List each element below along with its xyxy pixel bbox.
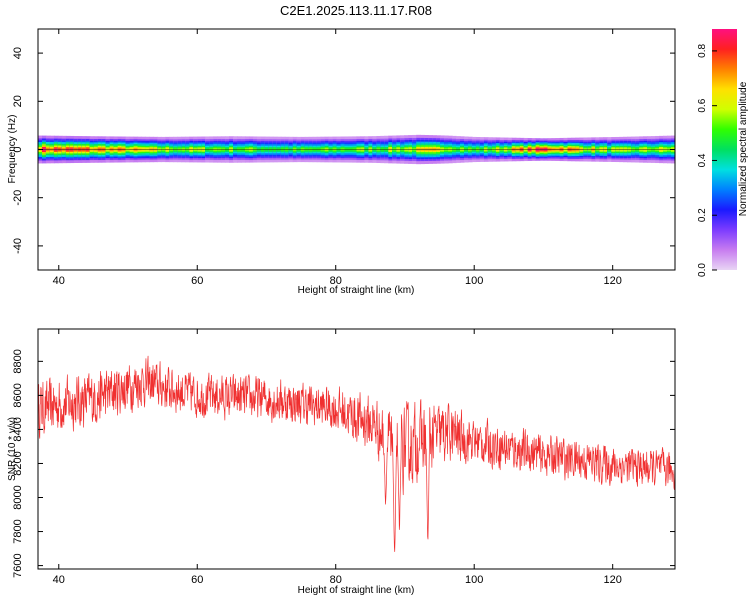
colorbar-tick-label: 0.0 <box>697 263 708 277</box>
spectrogram-ytick-label: -40 <box>12 238 24 254</box>
snr-frame <box>37 328 676 570</box>
colorbar-tick-label: 0.2 <box>697 208 708 222</box>
snr-xtick-label: 120 <box>604 574 622 586</box>
spectrogram-xtick-label: 60 <box>191 275 203 287</box>
colorbar-label: Normalized spectral amplitude <box>738 81 749 216</box>
spectrogram-xtick-label: 100 <box>465 275 483 287</box>
spectrogram-ylabel: Frequency (Hz) <box>7 115 18 184</box>
snr-ylabel: SNR (10 * v/v) <box>7 417 18 481</box>
snr-chart: 40 60 80 100 120 7600 7800 8000 8200 8400 8600 8800… <box>7 328 676 596</box>
spectrogram-ytick-label: -20 <box>12 190 24 206</box>
spectrogram-band <box>38 134 675 165</box>
spectrogram-xtick-label: 120 <box>604 275 622 287</box>
spectrogram-xtick-label: 80 <box>330 275 342 287</box>
colorbar-tick-label: 0.4 <box>697 153 708 167</box>
snr-ytick-label: 7800 <box>12 519 24 543</box>
snr-ytick-label: 8600 <box>12 383 24 407</box>
colorbar-gradient <box>712 29 737 270</box>
snr-axes: 40 60 80 100 120 7600 7800 8000 8200 8400 8600 8800 <box>12 329 675 586</box>
spectrogram-ytick-label: 40 <box>12 47 24 59</box>
snr-xtick-label: 40 <box>53 574 65 586</box>
snr-ytick-label: 8400 <box>12 417 24 441</box>
spectrogram-xlabel: Height of straight line (km) <box>298 285 415 296</box>
snr-xtick-label: 100 <box>465 574 483 586</box>
snr-series-line <box>38 355 675 552</box>
colorbar: 0.0 0.2 0.4 0.6 0.8 Normalized spectral ampl… <box>697 29 749 277</box>
spectrogram-axes: 40 60 80 100 120 -40 -20 0 20 40 <box>12 29 675 287</box>
snr-ytick-label: 8800 <box>12 349 24 373</box>
snr-xlabel: Height of straight line (km) <box>298 585 415 596</box>
spectrogram-xtick-label: 40 <box>53 275 65 287</box>
colorbar-tick-label: 0.8 <box>697 44 708 58</box>
colorbar-tick-label: 0.6 <box>697 98 708 112</box>
snr-xtick-label: 60 <box>191 574 203 586</box>
snr-ytick-label: 7600 <box>12 553 24 577</box>
snr-ytick-label: 8200 <box>12 451 24 475</box>
snr-xtick-label: 80 <box>330 574 342 586</box>
colorbar-ticks: 0.0 0.2 0.4 0.6 0.8 <box>697 44 717 277</box>
spectrogram-chart: 40 60 80 100 120 -40 -20 0 20 40 Height of straig… <box>7 28 676 296</box>
snr-ytick-label: 8000 <box>12 485 24 509</box>
figure-title: C2E1.2025.113.11.17.R08 <box>280 3 432 18</box>
spectrogram-ytick-label: 20 <box>12 95 24 107</box>
spectrogram-ytick-label: 0 <box>12 146 24 152</box>
